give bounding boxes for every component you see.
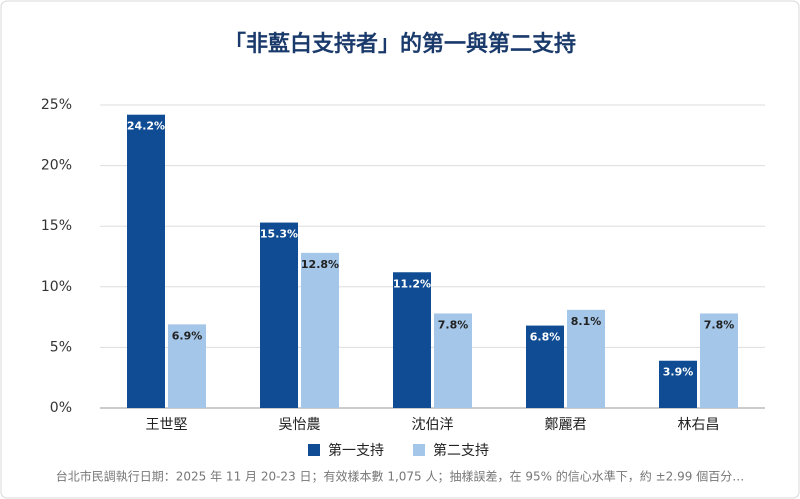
y-tick-label: 0% (50, 400, 72, 416)
bar (434, 313, 472, 408)
footnote: 台北市民調執行日期：2025 年 11 月 20-23 日；有效樣本數 1,07… (56, 469, 744, 484)
y-tick-label: 10% (41, 279, 72, 295)
value-label: 8.1% (571, 315, 602, 328)
bar (700, 313, 738, 408)
value-label: 6.9% (172, 329, 203, 342)
legend-label: 第二支持 (433, 442, 489, 459)
legend-swatch (413, 444, 425, 456)
bar (168, 324, 206, 408)
bar (260, 222, 298, 408)
x-tick-label: 吳怡農 (279, 417, 321, 433)
bar (393, 272, 431, 408)
y-tick-label: 5% (50, 339, 72, 355)
bar (526, 325, 564, 408)
y-tick-label: 20% (41, 158, 72, 174)
x-tick-label: 沈伯洋 (412, 417, 454, 433)
value-label: 24.2% (127, 120, 165, 133)
legend-label: 第一支持 (328, 442, 384, 459)
bar (127, 114, 165, 409)
chart-title: 「非藍白支持者」的第一與第二支持 (224, 31, 576, 57)
value-label: 11.2% (393, 277, 431, 290)
x-tick-label: 鄭麗君 (545, 417, 587, 433)
y-tick-label: 15% (41, 218, 72, 234)
value-label: 6.8% (530, 331, 561, 344)
bar (659, 360, 697, 408)
value-label: 12.8% (301, 258, 339, 271)
y-tick-label: 25% (41, 97, 72, 113)
value-label: 15.3% (260, 228, 298, 241)
legend-swatch (308, 444, 320, 456)
value-label: 7.8% (704, 318, 735, 331)
x-tick-label: 王世堅 (146, 417, 188, 433)
value-label: 3.9% (663, 366, 694, 379)
bar (567, 309, 605, 408)
bar (301, 252, 339, 408)
value-label: 7.8% (438, 318, 469, 331)
x-tick-label: 林右昌 (678, 417, 720, 433)
